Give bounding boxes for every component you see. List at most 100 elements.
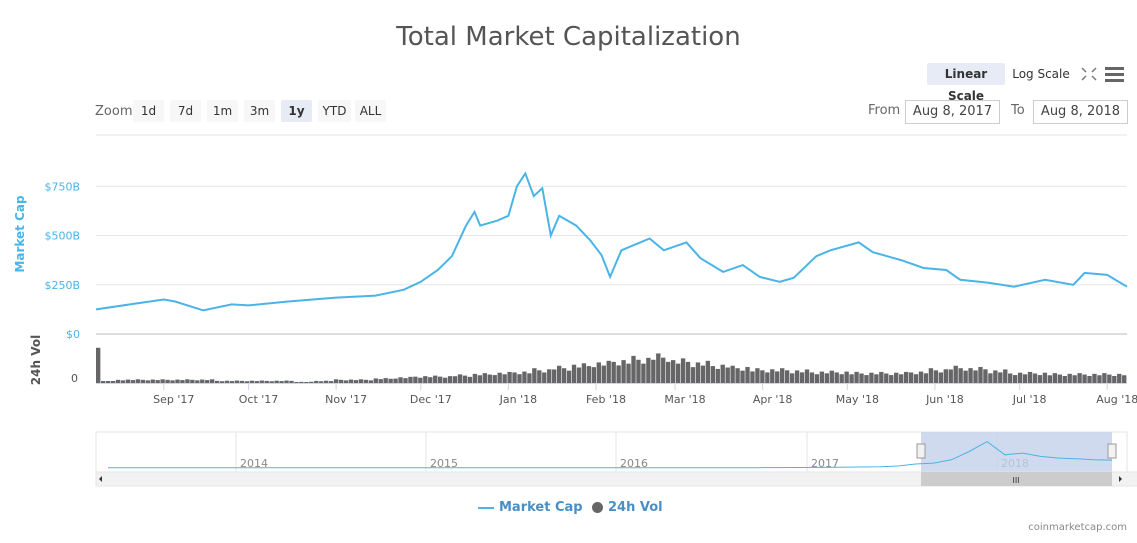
navigator-selected-range xyxy=(921,432,1112,472)
zoom-button-7d[interactable]: 7d xyxy=(170,100,201,122)
volume-bar xyxy=(140,379,145,383)
zoom-button-ytd[interactable]: YTD xyxy=(318,100,351,122)
volume-bar xyxy=(1117,373,1122,383)
volume-bar xyxy=(770,369,775,383)
volume-bar xyxy=(1067,373,1072,383)
volume-bar xyxy=(254,381,259,383)
scroll-right-arrow-icon[interactable] xyxy=(1119,476,1122,482)
navigator-tick-label: 2016 xyxy=(620,457,648,470)
volume-bar xyxy=(765,372,770,383)
scrollbar-track[interactable] xyxy=(95,471,1137,487)
volume-bar xyxy=(988,373,993,383)
fullscreen-icon[interactable] xyxy=(1080,66,1098,86)
navigator-handle-right[interactable] xyxy=(1107,443,1117,459)
volume-bar xyxy=(824,373,829,383)
volume-bar xyxy=(715,368,720,383)
volume-bar xyxy=(854,371,859,383)
volume-bar xyxy=(596,362,601,383)
legend-market-cap[interactable]: Market Cap xyxy=(478,500,583,515)
x-tick-label: Feb '18 xyxy=(586,393,626,406)
credits-link[interactable]: coinmarketcap.com xyxy=(1028,522,1127,533)
volume-bar xyxy=(423,376,428,383)
volume-bar xyxy=(685,361,691,383)
scrollbar-thumb[interactable] xyxy=(921,472,1112,486)
volume-bar xyxy=(1082,374,1087,383)
x-tick-label: Jun '18 xyxy=(925,393,964,406)
volume-bar xyxy=(750,371,755,383)
volume-bar xyxy=(542,372,547,383)
volume-axis-title: 24h Vol xyxy=(29,335,43,385)
menu-icon[interactable] xyxy=(1105,66,1125,86)
volume-bar xyxy=(507,371,512,383)
navigator-handle-left[interactable] xyxy=(916,443,926,459)
zoom-button-1d[interactable]: 1d xyxy=(133,100,164,122)
volume-bar xyxy=(1027,371,1033,383)
volume-bar xyxy=(829,370,834,383)
volume-bar xyxy=(1062,375,1067,383)
volume-bar xyxy=(368,380,373,383)
volume-bar xyxy=(289,380,294,383)
from-label: From xyxy=(868,103,901,118)
volume-bar xyxy=(155,380,160,383)
volume-bar xyxy=(993,370,998,383)
zoom-button-1m[interactable]: 1m xyxy=(207,100,238,122)
chart-title: Total Market Capitalization xyxy=(396,22,741,52)
volume-bar xyxy=(319,381,324,383)
volume-bar xyxy=(343,380,349,383)
market-cap-line xyxy=(95,171,1128,312)
legend-volume-label: 24h Vol xyxy=(608,500,663,515)
volume-bar xyxy=(190,379,195,383)
scroll-left-arrow-icon[interactable] xyxy=(99,476,102,482)
zoom-button-3m[interactable]: 3m xyxy=(244,100,275,122)
volume-bar xyxy=(611,361,616,383)
zoom-button-all[interactable]: ALL xyxy=(355,100,386,122)
volume-bar xyxy=(408,376,413,383)
y-tick-label: $0 xyxy=(66,328,80,341)
volume-bar xyxy=(195,380,200,383)
volume-bar xyxy=(517,374,522,383)
volume-bar xyxy=(710,366,715,383)
linear-scale-button[interactable]: Linear Scale xyxy=(927,63,1005,103)
x-tick-label: Nov '17 xyxy=(325,393,367,406)
volume-bar xyxy=(358,379,364,383)
legend-volume[interactable]: 24h Vol xyxy=(592,500,663,515)
volume-bar xyxy=(314,380,319,383)
volume-bar xyxy=(442,377,448,383)
volume-bar xyxy=(953,365,958,383)
volume-bar xyxy=(839,374,844,383)
volume-bar xyxy=(760,370,765,383)
volume-bar xyxy=(889,375,894,383)
volume-bar xyxy=(799,372,805,383)
x-tick-label: Jul '18 xyxy=(1012,393,1047,406)
volume-bar xyxy=(780,368,785,383)
volume-bar xyxy=(239,380,245,383)
to-date-input[interactable]: Aug 8, 2018 xyxy=(1033,100,1128,124)
volume-bar xyxy=(170,380,175,383)
volume-bar xyxy=(1037,375,1043,383)
volume-bar xyxy=(1042,372,1048,383)
volume-bar xyxy=(447,376,453,383)
volume-bar xyxy=(695,362,701,383)
volume-bar xyxy=(279,381,284,383)
volume-bar xyxy=(933,370,939,383)
volume-bar xyxy=(690,367,696,383)
volume-bar xyxy=(755,368,760,383)
volume-bar xyxy=(864,375,869,383)
volume-bar xyxy=(636,359,641,383)
volume-bar xyxy=(1077,373,1082,383)
volume-bar xyxy=(735,368,740,383)
zoom-button-1y[interactable]: 1y xyxy=(281,100,312,122)
volume-bar xyxy=(1092,373,1097,383)
volume-bar xyxy=(457,374,463,383)
volume-bar xyxy=(438,376,443,383)
y-tick-label: $500B xyxy=(44,230,80,243)
scrollbar-grip-icon: III xyxy=(1012,476,1019,485)
from-date-input[interactable]: Aug 8, 2017 xyxy=(905,100,1000,124)
volume-bar xyxy=(661,357,666,383)
volume-bar xyxy=(874,374,879,383)
log-scale-button[interactable]: Log Scale xyxy=(1012,67,1070,81)
volume-bar xyxy=(903,371,909,383)
volume-bar xyxy=(482,373,487,383)
volume-bar xyxy=(259,380,264,383)
